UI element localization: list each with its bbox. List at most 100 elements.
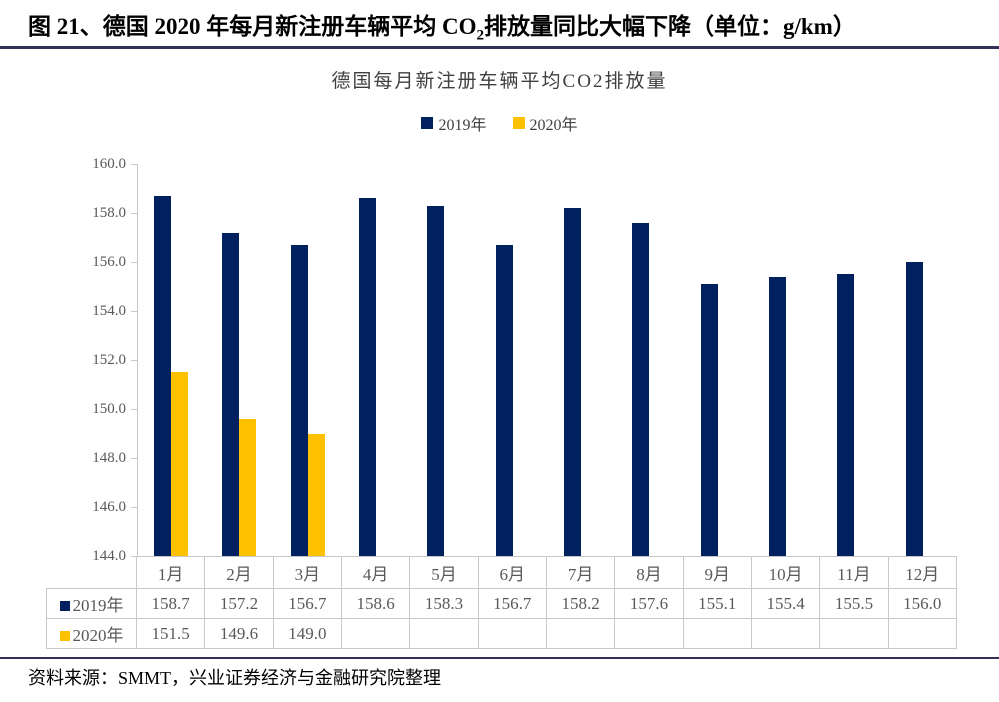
y-axis-label: 154.0 [92, 303, 126, 319]
bar-group-1月 [137, 164, 205, 556]
value-cell: 158.2 [545, 588, 616, 619]
y-axis-tick [131, 213, 137, 214]
month-header-cell: 12月 [887, 556, 957, 589]
y-axis-line [137, 164, 138, 556]
bar-group-3月 [274, 164, 342, 556]
y-axis-tick [131, 164, 137, 165]
value-cell [819, 618, 889, 649]
value-cell: 151.5 [135, 618, 206, 649]
y-axis-tick [131, 311, 137, 312]
legend-swatch-icon [421, 117, 434, 129]
month-header-cell: 10月 [750, 556, 821, 589]
y-axis-tick [131, 409, 137, 410]
month-header-cell: 5月 [409, 556, 479, 589]
month-header-cell: 2月 [204, 556, 274, 589]
bar-2019年-3月 [290, 244, 308, 556]
bar-group-2月 [205, 164, 273, 556]
series-label-cell: 2019年 [46, 588, 137, 619]
value-cell: 158.7 [135, 588, 206, 619]
month-header-cell: 8月 [614, 556, 684, 589]
month-header-cell: 3月 [272, 556, 342, 589]
y-axis-label: 152.0 [92, 352, 126, 368]
month-header-cell: 1月 [135, 556, 206, 589]
value-cell: 156.7 [272, 588, 342, 619]
value-cell [477, 618, 547, 649]
table-row-2020年: 2020年 151.5 149.6 149.0 [46, 618, 957, 649]
month-header-cell: 4月 [340, 556, 411, 589]
series-name-label: 2020年 [72, 626, 124, 645]
value-cell: 156.0 [887, 588, 957, 619]
month-header-cell: 6月 [477, 556, 547, 589]
figure-title: 图 21、德国 2020 年每月新注册车辆平均 CO2排放量同比大幅下降（单位：… [28, 10, 988, 44]
bar-group-9月 [684, 164, 752, 556]
value-cell [340, 618, 411, 649]
data-table: 1月 2月 3月 4月 5月 6月 7月 8月 9月 10月 11月 12月 2019年 158.7 157… [46, 556, 957, 649]
footer-divider [0, 657, 999, 659]
y-axis-tick [131, 507, 137, 508]
y-axis-label: 158.0 [92, 205, 126, 221]
y-axis-label: 148.0 [92, 450, 126, 466]
y-axis-label: 144.0 [92, 548, 126, 564]
legend-label: 2019年 [438, 117, 487, 134]
value-cell: 155.1 [682, 588, 752, 619]
bar-2019年-9月 [700, 284, 718, 556]
legend-item-2019年: 2019年 [421, 111, 487, 135]
value-cell [545, 618, 616, 649]
table-corner-cell [47, 557, 137, 589]
value-cell: 157.2 [204, 588, 274, 619]
bar-group-6月 [479, 164, 547, 556]
bar-2020年-2月 [239, 418, 257, 556]
series-name-label: 2019年 [72, 596, 124, 615]
value-cell: 156.7 [477, 588, 547, 619]
bar-2020年-3月 [307, 433, 325, 556]
bar-2019年-6月 [495, 244, 513, 556]
bar-group-8月 [615, 164, 683, 556]
bar-2019年-1月 [154, 195, 172, 556]
bar-2019年-2月 [222, 232, 240, 556]
bar-group-12月 [889, 164, 957, 556]
y-axis-tick [131, 556, 137, 557]
month-header-cell: 11月 [819, 556, 889, 589]
value-cell [614, 618, 684, 649]
value-cell: 155.4 [750, 588, 821, 619]
bar-group-7月 [547, 164, 615, 556]
y-axis-label: 146.0 [92, 499, 126, 515]
table-row-2019年: 2019年 158.7 157.2 156.7 158.6 158.3 156.7 158.2… [46, 588, 957, 619]
source-note: 资料来源：SMMT，兴业证券经济与金融研究院整理 [28, 668, 442, 688]
value-cell: 158.6 [340, 588, 411, 619]
bar-2019年-12月 [905, 262, 923, 556]
figure-title-subscript: 2 [476, 27, 485, 44]
y-axis-label: 156.0 [92, 254, 126, 270]
bar-2020年-1月 [171, 372, 189, 556]
series-label-cell: 2020年 [46, 618, 137, 649]
bar-group-4月 [342, 164, 410, 556]
value-cell: 155.5 [819, 588, 889, 619]
value-cell: 158.3 [409, 588, 479, 619]
chart-title: 德国每月新注册车辆平均CO2排放量 [331, 71, 668, 92]
month-header-cell: 9月 [682, 556, 752, 589]
value-cell [750, 618, 821, 649]
y-axis-tick [131, 458, 137, 459]
series-key-icon [59, 601, 70, 611]
bar-group-5月 [410, 164, 478, 556]
bar-group-11月 [820, 164, 888, 556]
month-header-cell: 7月 [545, 556, 616, 589]
value-cell [409, 618, 479, 649]
bar-2019年-10月 [769, 276, 787, 556]
bar-2019年-11月 [837, 274, 855, 556]
y-axis-label: 160.0 [92, 156, 126, 172]
value-cell [682, 618, 752, 649]
value-cell: 157.6 [614, 588, 684, 619]
header-divider [0, 46, 999, 49]
value-cell [887, 618, 957, 649]
figure-title-unit: 排放量同比大幅下降（单位：g/km） [484, 14, 856, 39]
value-cell: 149.0 [272, 618, 342, 649]
y-axis-label: 150.0 [92, 401, 126, 417]
bar-group-10月 [752, 164, 820, 556]
bar-2019年-8月 [632, 222, 650, 556]
figure-title-text: 图 21、德国 2020 年每月新注册车辆平均 CO [28, 14, 477, 39]
legend-item-2020年: 2020年 [512, 111, 578, 135]
bar-2019年-4月 [359, 198, 377, 556]
series-key-icon [59, 631, 70, 641]
